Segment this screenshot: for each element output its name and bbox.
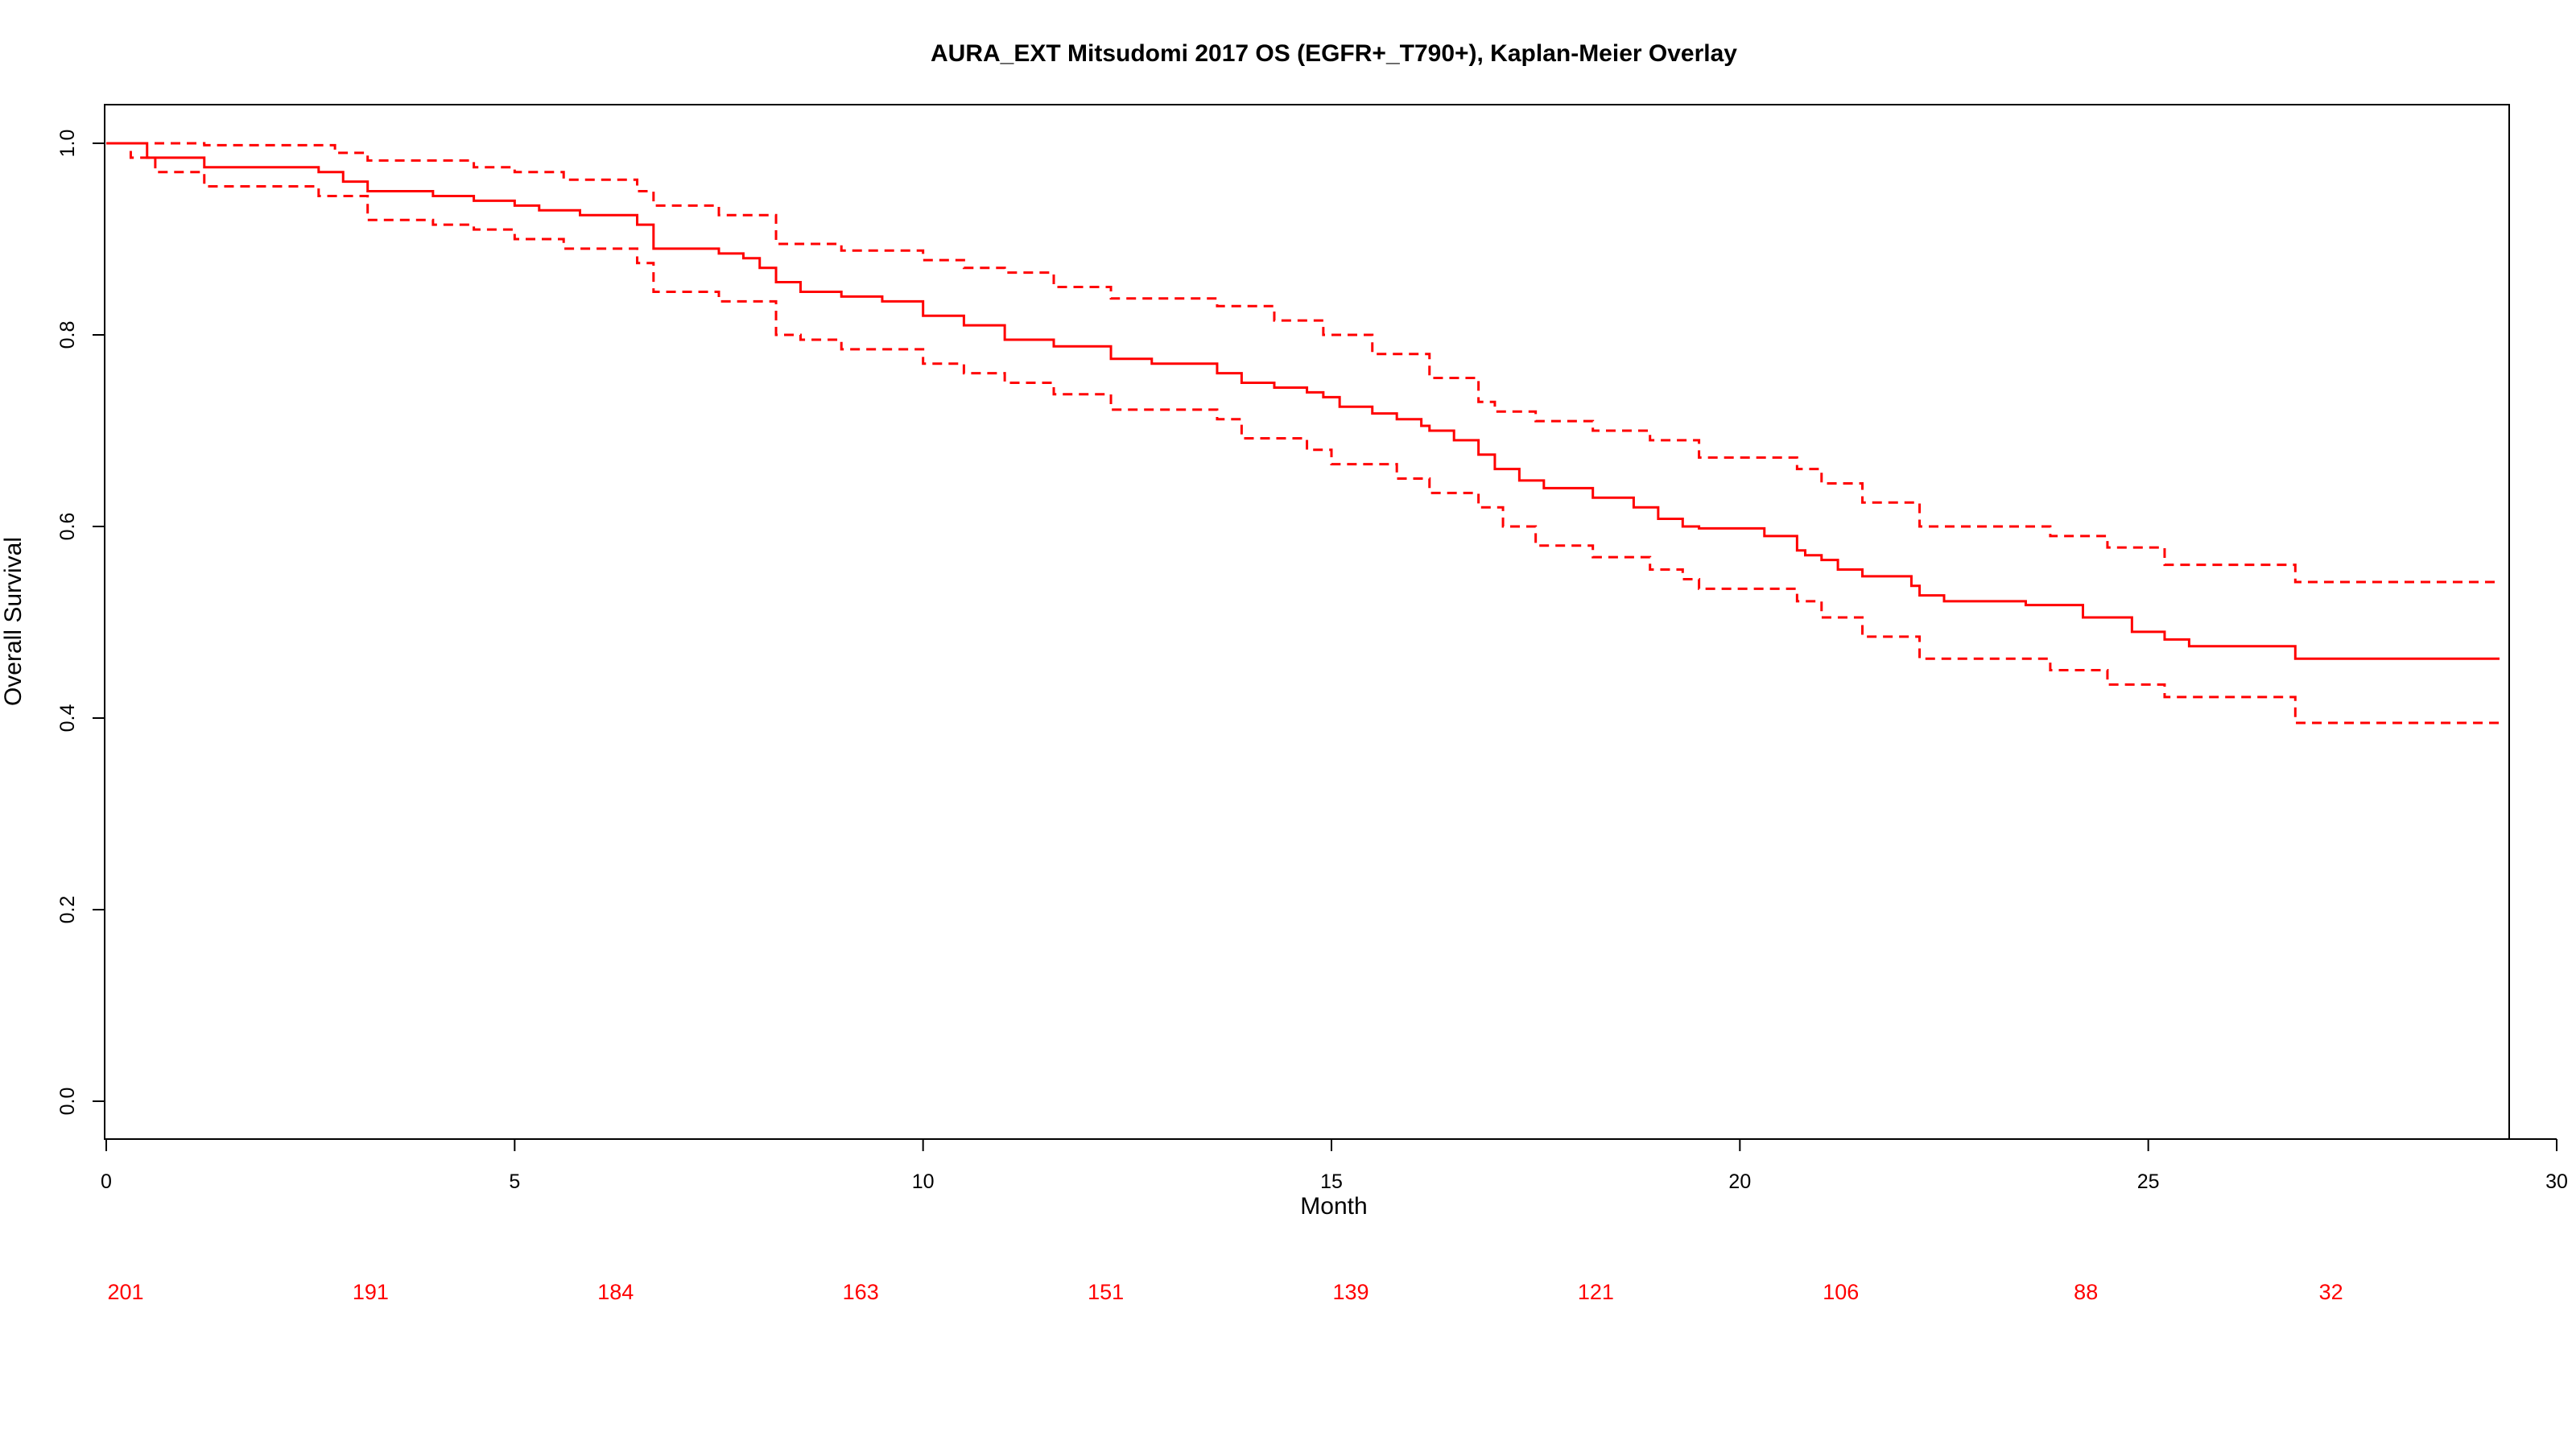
x-axis-label: Month [1300,1193,1367,1220]
y-axis-label: Overall Survival [0,537,27,706]
risk-count-label: 191 [353,1280,389,1304]
risk-count-label: 151 [1088,1280,1124,1304]
x-tick-label: 15 [1320,1170,1343,1193]
x-tick-label: 30 [2545,1170,2568,1193]
risk-count-label: 121 [1578,1280,1614,1304]
chart-title: AURA_EXT Mitsudomi 2017 OS (EGFR+_T790+)… [931,40,1737,67]
y-tick-label: 0.0 [56,1088,79,1116]
y-axis: 0.0 0.2 0.4 0.6 0.8 1.0 [56,130,105,1116]
y-tick-label: 0.2 [56,896,79,924]
risk-count-label: 139 [1332,1280,1368,1304]
risk-count-label: 184 [597,1280,634,1304]
plot-frame [104,104,2510,1140]
x-tick-label: 20 [1728,1170,1751,1193]
x-tick-label: 10 [912,1170,935,1193]
y-tick-label: 0.4 [56,704,79,733]
number-at-risk-row: 201 191 184 163 151 139 121 106 88 32 [107,1280,2343,1304]
risk-count-label: 201 [107,1280,143,1304]
y-tick-label: 0.6 [56,513,79,541]
x-axis: 0 5 10 15 20 25 30 [101,1138,2568,1193]
confidence-bound-line [106,142,2500,584]
risk-count-label: 163 [843,1280,879,1304]
confidence-bound-line [106,142,2500,724]
x-tick-label: 0 [101,1170,112,1193]
x-tick-label: 5 [509,1170,520,1193]
survival-estimate-line [106,142,2500,660]
risk-count-label: 32 [2319,1280,2343,1304]
y-tick-label: 0.8 [56,321,79,349]
risk-count-label: 88 [2074,1280,2098,1304]
x-tick-label: 25 [2137,1170,2160,1193]
y-tick-label: 1.0 [56,130,79,158]
survival-curves [106,142,2500,724]
risk-count-label: 106 [1823,1280,1859,1304]
